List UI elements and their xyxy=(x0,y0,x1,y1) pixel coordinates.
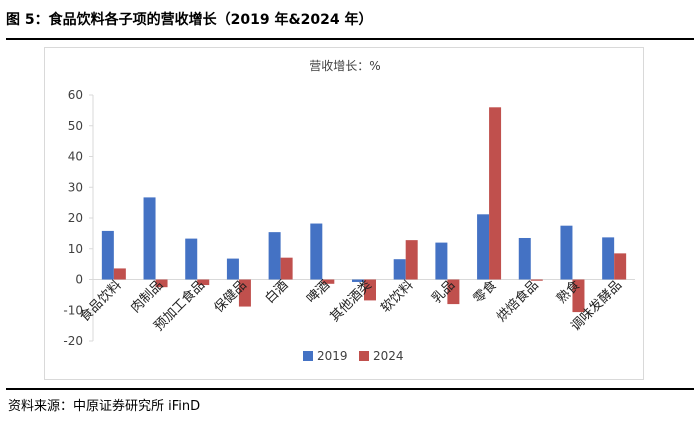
x-category-label: 零食 xyxy=(470,277,500,307)
legend-swatch-2024 xyxy=(359,351,369,361)
y-tick-label: 0 xyxy=(75,273,83,287)
bar-2024-1 xyxy=(113,268,126,280)
bar-2024-2 xyxy=(155,279,168,288)
figure-title: 图 5：食品饮料各子项的营收增长（2019 年&2024 年） xyxy=(6,12,373,28)
revenue-growth-chart: 营收增长：% -20-100102030405060 食品饮料 肉制品预加工食品保… xyxy=(63,59,635,363)
bar-2019-5 xyxy=(268,232,281,280)
x-category-label: 软饮料 xyxy=(378,278,416,316)
bar-2019-2 xyxy=(143,197,156,280)
x-category-label: 烘焙食品 xyxy=(494,277,542,325)
y-tick-label: -20 xyxy=(63,334,83,348)
y-tick-label: 20 xyxy=(68,211,83,225)
bar-2024-7 xyxy=(364,279,376,301)
bar-2024-5 xyxy=(280,257,293,280)
bar-2024-6 xyxy=(322,279,335,284)
x-category-label: 食品饮料 xyxy=(77,277,125,325)
legend-label-2019: 2019 xyxy=(317,349,348,363)
y-tick-label: 50 xyxy=(68,119,83,133)
y-tick-label: -10 xyxy=(63,303,83,317)
bar-2024-13 xyxy=(614,253,627,280)
bar-2024-8 xyxy=(405,240,418,280)
bar-2019-7 xyxy=(352,279,364,282)
bar-2024-3 xyxy=(197,279,210,286)
source-rule xyxy=(6,388,694,390)
title-rule xyxy=(6,38,694,40)
x-category-label: 肉制品 xyxy=(128,278,166,316)
bar-2019-13 xyxy=(602,237,615,280)
x-category-label: 其他酒类 xyxy=(327,278,374,325)
bar-2019-6 xyxy=(310,223,323,280)
chart-area: 营收增长：% -20 -10 0 10 20 30 40 50 60 食品饮料 肉制品 预加工食品保… xyxy=(44,47,644,380)
bar-2019-10 xyxy=(477,214,490,280)
bar-2019-12 xyxy=(560,225,573,280)
y-tick-label: 30 xyxy=(68,180,83,194)
x-category-label: 白酒 xyxy=(262,277,292,307)
y-tick-label: 40 xyxy=(68,150,83,164)
bar-2019-9 xyxy=(435,242,448,280)
bar-2024-11 xyxy=(530,279,543,281)
bar-2024-10 xyxy=(489,107,502,280)
legend-label-2024: 2024 xyxy=(373,349,404,363)
y-tick-label: 60 xyxy=(68,88,83,102)
chart-title: 营收增长：% xyxy=(309,59,380,73)
bar-2019-8 xyxy=(393,259,406,280)
bar-2019-1 xyxy=(101,230,114,280)
bar-2024-12 xyxy=(572,279,585,313)
source-note: 资料来源：中原证券研究所 iFinD xyxy=(8,399,201,414)
bar-2024-9 xyxy=(447,279,460,305)
bar-2019-11 xyxy=(518,237,531,280)
bar-2024-4 xyxy=(238,279,251,307)
y-tick-label: 10 xyxy=(68,242,83,256)
bar-2019-3 xyxy=(185,238,198,280)
bar-2019-4 xyxy=(226,258,239,280)
legend-swatch-2019 xyxy=(303,351,313,361)
